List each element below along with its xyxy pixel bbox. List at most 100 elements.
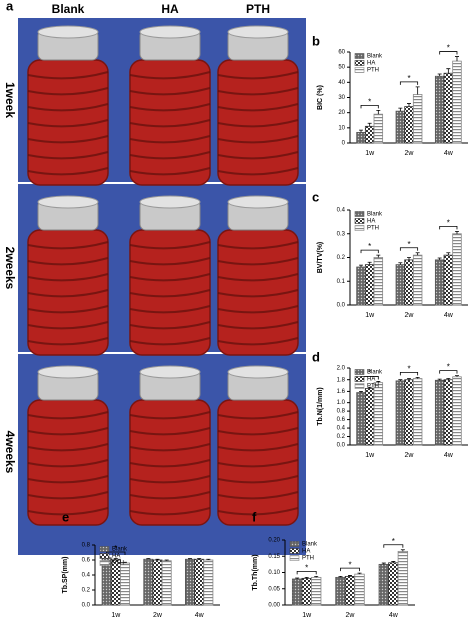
implant-thread — [27, 71, 109, 80]
y-tick-label: 0.20 — [268, 538, 280, 544]
y-tick-label: 0.0 — [82, 603, 91, 609]
error-bar — [359, 391, 364, 393]
x-tick-label: 1w — [365, 150, 375, 157]
bar — [443, 379, 454, 446]
implant-thread — [129, 411, 211, 420]
implant-cap-top — [37, 365, 99, 379]
legend-label: HA — [367, 219, 375, 225]
x-tick-label: 2w — [346, 612, 356, 619]
implant-thread — [217, 507, 299, 516]
implant-cap-top — [37, 195, 99, 209]
y-axis-label: Tb.SP(mm) — [62, 557, 69, 594]
legend-swatch — [354, 218, 365, 224]
error-bar — [376, 254, 381, 258]
implant-thread — [217, 305, 299, 314]
bar — [356, 392, 366, 446]
error-bar — [314, 576, 319, 578]
significance-bracket — [296, 571, 317, 575]
y-tick-label: 0.10 — [268, 570, 280, 576]
bar — [452, 233, 462, 306]
bar — [373, 382, 384, 446]
x-tick-label: 1w — [111, 612, 121, 619]
implant-thread — [27, 151, 109, 160]
error-bar — [188, 558, 192, 560]
implant-thread — [129, 151, 211, 160]
implant-thread — [217, 273, 299, 282]
bar — [395, 110, 406, 144]
y-axis-label: Tb.Th(mm) — [252, 554, 259, 590]
implant-thread — [217, 119, 299, 128]
y-tick-label: 0.4 — [337, 426, 346, 432]
bar — [301, 577, 312, 606]
error-bar — [454, 56, 459, 62]
implant-cap-top — [139, 195, 201, 209]
y-tick-label: 0.1 — [337, 279, 346, 285]
implant-thread — [129, 119, 211, 128]
legend-label: Blank — [367, 54, 383, 60]
significance-bracket — [399, 247, 419, 251]
implant-thread — [217, 103, 299, 112]
legend-swatch — [354, 67, 365, 73]
significance-label: * — [407, 364, 410, 373]
error-bar — [338, 576, 343, 578]
row-label: 1week — [3, 82, 17, 118]
y-tick-label: 0.3 — [337, 231, 346, 237]
bar — [344, 576, 356, 606]
bar — [434, 379, 445, 446]
y-tick-label: 40 — [338, 80, 345, 86]
error-bar — [367, 386, 372, 389]
error-bar — [437, 378, 442, 381]
legend-label: Blank — [112, 547, 128, 553]
implant-thread — [217, 459, 299, 468]
bar — [404, 106, 414, 144]
bar — [185, 558, 195, 606]
bar — [311, 576, 322, 606]
significance-label: * — [305, 564, 308, 573]
legend-swatch — [354, 53, 365, 59]
y-tick-label: 0.6 — [82, 558, 91, 564]
implant-thread — [129, 71, 211, 80]
panel-label: c — [312, 189, 319, 204]
bar — [412, 378, 423, 446]
implant-thread — [217, 167, 299, 176]
row-label: 4weeks — [3, 431, 17, 474]
legend-swatch — [354, 376, 365, 382]
x-tick-label: 4w — [444, 452, 454, 459]
significance-label: * — [368, 369, 371, 378]
panel-label: e — [62, 509, 69, 524]
y-tick-label: 0.8 — [82, 543, 91, 549]
x-tick-label: 1w — [365, 312, 375, 319]
implant-cap-top — [139, 25, 201, 39]
implant-thread — [129, 103, 211, 112]
x-tick-label: 2w — [405, 452, 415, 459]
legend-label: PTH — [367, 226, 379, 232]
panel-label: b — [312, 33, 320, 48]
implant-thread — [27, 475, 109, 484]
implant-thread — [129, 87, 211, 96]
implant-cap-top — [37, 25, 99, 39]
bar — [378, 563, 389, 606]
implant-thread — [129, 443, 211, 452]
legend-label: Blank — [302, 542, 318, 548]
error-bar — [415, 86, 420, 95]
implant-thread — [217, 475, 299, 484]
error-bar — [437, 73, 442, 77]
bar — [404, 259, 414, 306]
legend-swatch — [289, 541, 300, 547]
implant-cap-top — [139, 365, 201, 379]
panel-label: a — [6, 0, 14, 13]
significance-label: * — [392, 537, 395, 546]
bar — [434, 75, 445, 144]
x-tick-label: 2w — [405, 312, 415, 319]
implant-thread — [129, 289, 211, 298]
bar — [143, 558, 154, 606]
implant-thread — [129, 305, 211, 314]
implant-thread — [217, 321, 299, 330]
error-bar — [113, 558, 118, 560]
error-bar — [446, 378, 451, 380]
error-bar — [376, 381, 381, 383]
implant-cap-top — [227, 25, 289, 39]
legend-label: HA — [367, 61, 375, 67]
error-bar — [398, 107, 403, 112]
error-bar — [359, 129, 364, 133]
